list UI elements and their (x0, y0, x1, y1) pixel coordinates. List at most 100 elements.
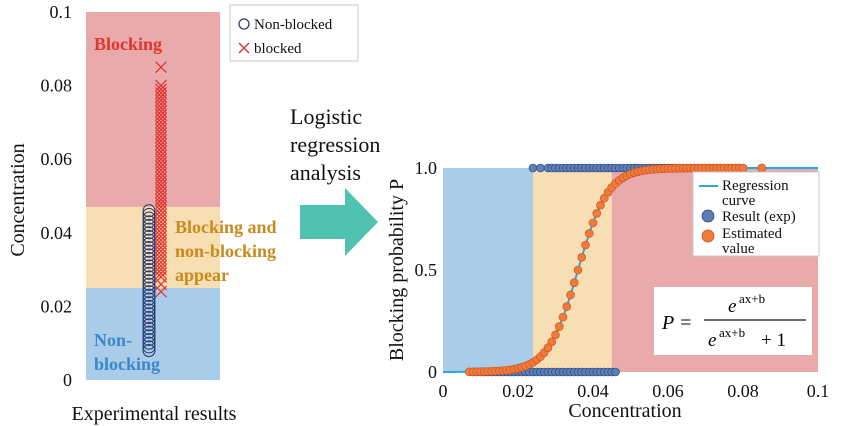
legend-label-regression-line1: Regression (722, 178, 789, 194)
nonblocked-point (142, 277, 156, 291)
right-y-tick-label: 0 (428, 362, 437, 382)
legend-label-nonblocked: Non-blocked (254, 17, 333, 33)
right-x-tick-label: 0.02 (502, 381, 534, 401)
region-label-nonblocking-line2: blocking (94, 354, 160, 374)
estimated-value-point (588, 218, 598, 228)
blocked-point (155, 79, 167, 92)
nonblocked-point (142, 292, 156, 306)
legend-label-exp: Result (exp) (722, 209, 796, 225)
estimated-value-point (592, 209, 602, 218)
arrow-label-line3: analysis (290, 160, 361, 185)
nonblocked-point (142, 310, 156, 324)
estimated-value-point (757, 163, 767, 173)
legend-label-est-line2: value (722, 241, 755, 257)
legend-box (229, 4, 359, 62)
right-region-1 (533, 168, 612, 372)
nonblocked-point (142, 329, 156, 343)
right-x-tick-label: 0.08 (727, 381, 759, 401)
arrow-label-line1: Logistic (290, 104, 362, 129)
nonblocked-point (142, 226, 156, 240)
nonblocked-point (142, 255, 156, 269)
region-label-nonblocking-line1: Non- (94, 330, 132, 350)
legend-circle-marker (238, 18, 250, 30)
nonblocked-point (142, 244, 156, 258)
left-y-axis-title: Concentration (7, 143, 29, 256)
legend-x-marker (238, 42, 250, 54)
estimated-value-point (584, 229, 594, 238)
formula-numerator-sup: ax+b (739, 291, 765, 306)
exp-result-point (536, 163, 545, 173)
nonblocked-point (142, 215, 156, 229)
nonblocked-point (142, 222, 156, 236)
right-legend: Regression curve Result (exp) Estimated … (692, 171, 820, 257)
nonblocked-point (142, 344, 156, 358)
legend-label-blocked: blocked (254, 41, 302, 57)
left-y-tick-label: 0.08 (41, 76, 73, 96)
nonblocked-point (142, 307, 156, 321)
left-y-tick-label: 0 (63, 370, 72, 390)
nonblocked-point (142, 296, 156, 310)
estimated-value-point (577, 253, 587, 262)
nonblocked-point (142, 229, 156, 244)
left-y-tick-label: 0.06 (41, 149, 73, 169)
region-label-mixed-line2: non-blocking (175, 241, 276, 261)
nonblocked-point (142, 332, 156, 347)
nonblocked-point (142, 211, 156, 225)
formula-box (654, 287, 812, 355)
estimated-value-point (547, 337, 557, 347)
right-x-tick-label: 0.04 (577, 381, 609, 401)
left-y-tick-label: 0.04 (41, 223, 73, 243)
right-arrow-icon (300, 188, 378, 256)
arrow-label-line2: regression (290, 132, 380, 157)
formula-denominator: e (708, 330, 716, 351)
nonblocked-point (142, 252, 156, 266)
nonblocked-point (142, 303, 156, 317)
formula-denominator-tail: + 1 (761, 330, 786, 351)
nonblocked-point (142, 263, 156, 277)
region-label-blocking: Blocking (94, 34, 162, 54)
right-x-axis-title: Concentration (568, 400, 681, 422)
right-x-tick-label: 0.06 (652, 381, 684, 401)
analysis-arrow-group: Logistic regression analysis (290, 104, 380, 256)
blocked-point (155, 83, 167, 96)
right-y-tick-label: 1.0 (415, 158, 438, 178)
formula-numerator: e (728, 296, 736, 317)
nonblocked-point (142, 318, 156, 332)
left-y-tick-label: 0.02 (41, 296, 73, 316)
right-chart: 0 0.02 0.04 0.06 0.08 0.1 0 0.5 1.0 Blocking pro… (386, 158, 829, 422)
nonblocked-point (142, 281, 156, 295)
estimated-value-point (569, 278, 579, 287)
nonblocked-point (142, 233, 156, 247)
left-y-tick-label: 0.1 (50, 2, 73, 22)
nonblocked-point (142, 204, 156, 218)
nonblocked-point (142, 218, 156, 232)
region-label-mixed-line3: appear (175, 265, 229, 285)
formula-denominator-sup: ax+b (719, 325, 745, 340)
nonblocked-point (142, 336, 156, 350)
nonblocked-point (142, 266, 156, 280)
estimated-value-point (554, 322, 564, 331)
legend-label-regression-line2: curve (722, 193, 756, 209)
blocked-point (155, 61, 167, 74)
exp-result-point (528, 163, 538, 173)
estimated-value-point (738, 163, 748, 173)
nonblocked-point (142, 240, 156, 255)
nonblocked-point (142, 314, 156, 328)
left-chart: 0 0.02 0.04 0.06 0.08 0.1 Blocking Blocking a… (7, 2, 359, 425)
estimated-value-point (573, 265, 583, 275)
nonblocked-point (142, 285, 156, 299)
formula-lhs: P = (661, 312, 692, 334)
estimated-value-point (566, 290, 575, 300)
nonblocked-point (142, 299, 156, 313)
legend-est-marker (701, 229, 715, 243)
nonblocked-point (142, 270, 156, 284)
nonblocked-point (142, 237, 156, 251)
nonblocked-point (142, 340, 156, 354)
region-label-mixed-line1: Blocking and (175, 217, 277, 237)
right-y-axis-title: Blocking probability P (386, 179, 408, 361)
legend-label-est-line1: Estimated (722, 226, 782, 242)
logistic-formula: P = e ax+b e ax+b + 1 (654, 287, 812, 355)
exp-result-point (611, 367, 620, 377)
nonblocked-point (142, 248, 156, 262)
